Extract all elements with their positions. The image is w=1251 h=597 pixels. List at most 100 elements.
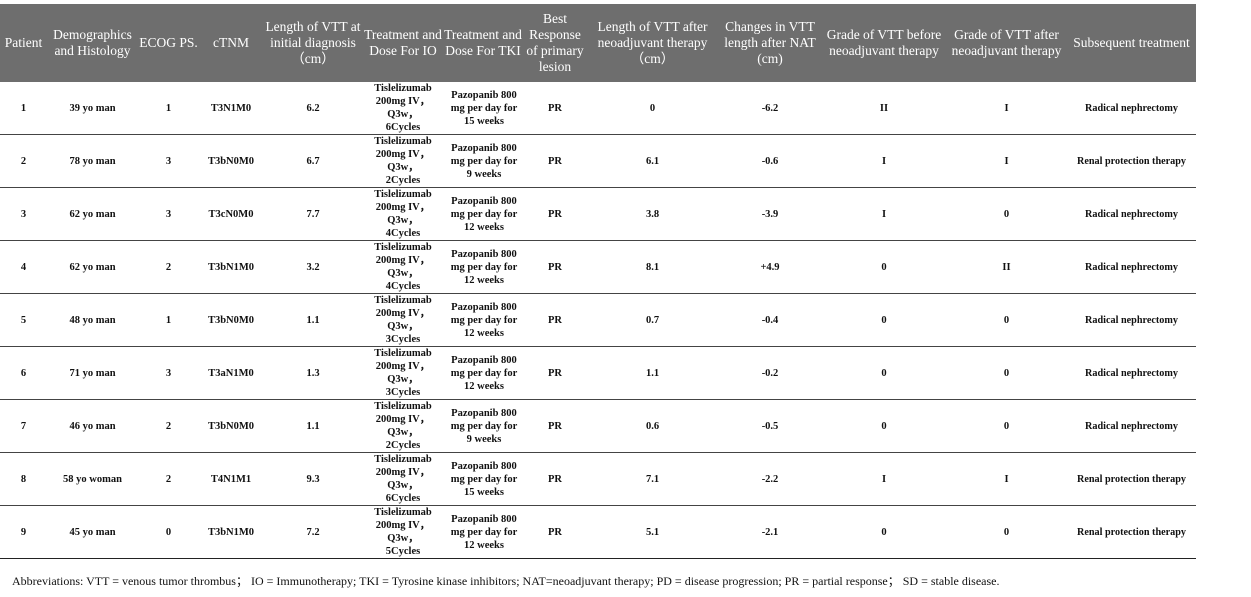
io-dose: 200mg IV，Q3w， — [375, 520, 431, 544]
cell-length-after: 0.6 — [587, 399, 718, 453]
tki-dose: mg per day for — [450, 314, 518, 326]
io-drug: Tislelizumab — [374, 136, 432, 147]
cell-ecog: 3 — [138, 346, 199, 400]
cell-change: -0.2 — [718, 346, 822, 400]
cell-grade-after: 0 — [946, 293, 1067, 347]
table-row: 6 71 yo man 3 T3aN1M0 1.3 Tislelizumab 200mg I… — [0, 346, 1196, 400]
io-treatment-text: Tislelizumab 200mg IV，Q3w， 4Cycles — [363, 241, 443, 293]
cell-io-treatment: Tislelizumab 200mg IV，Q3w， 4Cycles — [363, 187, 443, 241]
io-treatment-text: Tislelizumab 200mg IV，Q3w， 2Cycles — [363, 135, 443, 187]
io-drug: Tislelizumab — [374, 242, 432, 253]
io-treatment-text: Tislelizumab 200mg IV，Q3w， 6Cycles — [363, 82, 443, 134]
io-dose: 200mg IV，Q3w， — [375, 308, 431, 332]
cell-length-initial: 9.3 — [263, 452, 363, 506]
cell-ecog: 2 — [138, 452, 199, 506]
header-grade-after: Grade of VTT after neoadjuvant therapy — [946, 4, 1067, 82]
cell-length-after: 6.1 — [587, 134, 718, 188]
io-cycles: 6Cycles — [385, 493, 421, 504]
cell-subsequent: Radical nephrectomy — [1067, 82, 1196, 135]
cell-ecog: 2 — [138, 399, 199, 453]
cell-grade-after: 0 — [946, 346, 1067, 400]
tki-treatment-text: Pazopanib 800 mg per day for 9 weeks — [445, 407, 523, 446]
tki-dose: mg per day for — [450, 420, 518, 432]
cell-change: -2.1 — [718, 505, 822, 559]
cell-change: -2.2 — [718, 452, 822, 506]
cell-patient: 4 — [0, 240, 47, 294]
cell-io-treatment: Tislelizumab 200mg IV，Q3w， 6Cycles — [363, 82, 443, 135]
cell-grade-before: 0 — [822, 346, 946, 400]
cell-tki-treatment: Pazopanib 800 mg per day for 12 weeks — [443, 187, 523, 241]
cell-ctnm: T3aN1M0 — [199, 346, 263, 400]
cell-demographics: 58 yo woman — [47, 452, 138, 506]
cell-length-initial: 7.7 — [263, 187, 363, 241]
header-ecog: ECOG PS. — [138, 4, 199, 82]
cell-ctnm: T3N1M0 — [199, 82, 263, 135]
io-drug: Tislelizumab — [374, 295, 432, 306]
cell-ctnm: T3bN1M0 — [199, 505, 263, 559]
table-body: 1 39 yo man 1 T3N1M0 6.2 Tislelizumab 200mg IV… — [0, 82, 1196, 559]
tki-duration: 15 weeks — [464, 486, 504, 498]
cell-ecog: 1 — [138, 293, 199, 347]
tki-treatment-text: Pazopanib 800 mg per day for 15 weeks — [445, 460, 523, 499]
tki-drug: Pazopanib 800 — [451, 460, 517, 472]
tki-duration: 12 weeks — [464, 539, 504, 551]
cell-ecog: 0 — [138, 505, 199, 559]
tki-duration: 15 weeks — [464, 115, 504, 127]
io-dose: 200mg IV，Q3w， — [375, 149, 431, 173]
cell-length-initial: 1.3 — [263, 346, 363, 400]
io-cycles: 4Cycles — [385, 281, 421, 292]
cell-grade-after: 0 — [946, 505, 1067, 559]
cell-tki-treatment: Pazopanib 800 mg per day for 15 weeks — [443, 82, 523, 135]
tki-dose: mg per day for — [450, 526, 518, 538]
io-drug: Tislelizumab — [374, 189, 432, 200]
tki-drug: Pazopanib 800 — [451, 407, 517, 419]
cell-change: +4.9 — [718, 240, 822, 294]
cell-grade-before: 0 — [822, 399, 946, 453]
cell-best-response: PR — [523, 452, 587, 506]
cell-io-treatment: Tislelizumab 200mg IV，Q3w， 6Cycles — [363, 452, 443, 506]
tki-dose: mg per day for — [450, 102, 518, 114]
cell-ecog: 3 — [138, 134, 199, 188]
header-length-after: Length of VTT after neoadjuvant therapy（… — [587, 4, 718, 82]
io-treatment-text: Tislelizumab 200mg IV，Q3w， 4Cycles — [363, 188, 443, 240]
io-dose: 200mg IV，Q3w， — [375, 361, 431, 385]
io-drug: Tislelizumab — [374, 348, 432, 359]
tki-drug: Pazopanib 800 — [451, 248, 517, 260]
cell-length-after: 5.1 — [587, 505, 718, 559]
io-treatment-text: Tislelizumab 200mg IV，Q3w， 3Cycles — [363, 294, 443, 346]
cell-subsequent: Radical nephrectomy — [1067, 187, 1196, 241]
io-dose: 200mg IV，Q3w， — [375, 255, 431, 279]
header-subsequent: Subsequent treatment — [1067, 4, 1196, 82]
tki-treatment-text: Pazopanib 800 mg per day for 15 weeks — [445, 89, 523, 128]
cell-tki-treatment: Pazopanib 800 mg per day for 12 weeks — [443, 293, 523, 347]
cell-length-initial: 6.7 — [263, 134, 363, 188]
table-row: 3 62 yo man 3 T3cN0M0 7.7 Tislelizumab 200mg I… — [0, 187, 1196, 241]
tki-drug: Pazopanib 800 — [451, 513, 517, 525]
tki-dose: mg per day for — [450, 261, 518, 273]
cell-length-initial: 7.2 — [263, 505, 363, 559]
cell-ctnm: T3bN0M0 — [199, 399, 263, 453]
cell-best-response: PR — [523, 346, 587, 400]
io-cycles: 6Cycles — [385, 122, 421, 133]
cell-length-initial: 1.1 — [263, 293, 363, 347]
cell-grade-before: I — [822, 134, 946, 188]
cell-subsequent: Radical nephrectomy — [1067, 293, 1196, 347]
tki-treatment-text: Pazopanib 800 mg per day for 12 weeks — [445, 248, 523, 287]
cell-io-treatment: Tislelizumab 200mg IV，Q3w， 2Cycles — [363, 134, 443, 188]
tki-duration: 12 weeks — [464, 380, 504, 392]
cell-ctnm: T3cN0M0 — [199, 187, 263, 241]
cell-patient: 5 — [0, 293, 47, 347]
io-drug: Tislelizumab — [374, 507, 432, 518]
tki-duration: 12 weeks — [464, 327, 504, 339]
cell-demographics: 71 yo man — [47, 346, 138, 400]
tki-dose: mg per day for — [450, 208, 518, 220]
cell-grade-before: 0 — [822, 240, 946, 294]
io-drug: Tislelizumab — [374, 83, 432, 94]
cell-io-treatment: Tislelizumab 200mg IV，Q3w， 3Cycles — [363, 293, 443, 347]
cell-change: -3.9 — [718, 187, 822, 241]
cell-grade-before: 0 — [822, 505, 946, 559]
tki-dose: mg per day for — [450, 367, 518, 379]
cell-patient: 9 — [0, 505, 47, 559]
cell-change: -6.2 — [718, 82, 822, 135]
